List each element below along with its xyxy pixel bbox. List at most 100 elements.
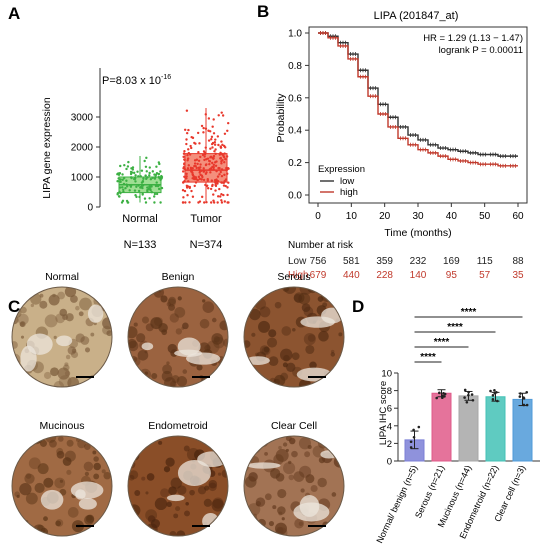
panel-a-point (148, 174, 151, 177)
ihc-stain-spot (259, 306, 271, 318)
panel-a-point (183, 158, 186, 161)
panel-a-point (126, 165, 130, 168)
ihc-stain-spot (208, 479, 218, 489)
panel-d-point (495, 390, 498, 394)
ihc-stain-spot (251, 332, 256, 337)
panel-a-point (215, 178, 218, 181)
ihc-stain-spot (261, 527, 271, 536)
ihc-stain-spot (83, 436, 89, 442)
ihc-stain-spot (304, 451, 311, 458)
ihc-stain-spot (65, 313, 74, 322)
ihc-stain-spot (92, 377, 97, 383)
panel-a-point (189, 166, 193, 170)
panel-b-legend-label: high (340, 187, 358, 198)
ihc-stain-spot (27, 528, 38, 536)
ihc-stain-spot (166, 361, 170, 365)
panel-a-point (121, 186, 124, 189)
ihc-stain-spot (25, 473, 32, 479)
panel-a-point (186, 167, 190, 170)
panel-letter-d: D (352, 297, 364, 316)
ihc-image-border (243, 435, 345, 537)
ihc-stain-spot (177, 296, 182, 301)
panel-a-point (141, 193, 144, 196)
ihc-image-normal: Normal (11, 271, 113, 388)
ihc-stain-spot (247, 287, 259, 300)
panel-a-point (144, 201, 148, 204)
ihc-image-endometroid: Endometroid (127, 420, 229, 537)
ihc-stain-spot (20, 306, 27, 314)
ihc-stain-spot (333, 384, 337, 387)
panel-d-point (471, 398, 475, 402)
ihc-stain-spot (283, 354, 290, 362)
ihc-stain-spot (52, 293, 56, 298)
panel-d-point (489, 389, 492, 393)
ihc-stain-spot (253, 287, 261, 294)
ihc-stain-spot (54, 477, 66, 489)
panel-b-xtick-label: 30 (412, 211, 424, 222)
ihc-stain-spot (154, 436, 161, 439)
panel-a-point (154, 175, 157, 179)
ihc-lumen (177, 460, 211, 486)
panel-a-point (146, 176, 149, 179)
ihc-stain-spot (166, 501, 172, 508)
ihc-stain-spot (93, 456, 99, 462)
panel-b-ylabel: Probability (275, 93, 287, 143)
panel-a-point (211, 125, 214, 128)
panel-b-xlabel: Time (months) (384, 227, 451, 239)
panel-b-risk-value: 359 (376, 256, 393, 267)
panel-a-point (223, 179, 226, 183)
panel-a-point (183, 175, 186, 178)
ihc-stain-spot (336, 436, 344, 445)
ihc-stain-spot (214, 524, 221, 530)
panel-a-point (188, 185, 191, 189)
panel-b-xtick-label: 50 (479, 211, 491, 222)
panel-a-point (158, 162, 161, 166)
panel-a-point (212, 132, 216, 135)
panel-a-point (197, 159, 201, 162)
panel-a-point (186, 194, 189, 197)
panel-a-point (222, 155, 226, 159)
panel-a-point (220, 181, 224, 184)
panel-a-point (223, 132, 227, 135)
panel-a-group-n: N=374 (190, 239, 223, 251)
ihc-stain-spot (283, 462, 296, 475)
panel-a-point (219, 146, 223, 149)
panel-a-point (199, 173, 202, 176)
panel-d-ytick-label: 2 (387, 439, 392, 450)
panel-a-point (185, 109, 189, 112)
ihc-stain-spot (278, 445, 282, 450)
ihc-stain-spot (39, 439, 48, 447)
panel-a-point (210, 135, 214, 139)
ihc-stain-spot (43, 516, 48, 522)
panel-a-point (227, 201, 230, 204)
panel-d-point (438, 391, 441, 395)
panel-a-ytick-label: 2000 (71, 143, 94, 154)
panel-a-point (203, 155, 206, 158)
ihc-stain-spot (98, 291, 109, 303)
ihc-stain-spot (154, 317, 163, 327)
panel-a-point (218, 187, 221, 191)
panel-a-point (204, 146, 207, 149)
ihc-stain-spot (24, 473, 35, 484)
ihc-stain-spot (294, 518, 304, 529)
ihc-stain-spot (277, 506, 286, 515)
ihc-stain-spot (285, 448, 289, 452)
ihc-stain-spot (53, 381, 65, 387)
panel-a-point (191, 136, 195, 140)
ihc-stain-spot (161, 329, 168, 336)
panel-a-point (202, 126, 205, 130)
ihc-stain-spot (286, 362, 296, 373)
ihc-stain-spot (332, 437, 339, 444)
ihc-stain-spot (128, 474, 135, 481)
panel-a-point (220, 174, 224, 178)
ihc-stain-spot (101, 469, 106, 474)
panel-a-point (122, 177, 126, 180)
panel-a-point (220, 199, 223, 202)
ihc-stain-spot (335, 303, 344, 312)
panel-a-point (116, 172, 119, 176)
ihc-stain-spot (274, 301, 282, 309)
ihc-stain-spot (12, 436, 25, 449)
panel-a-point (183, 189, 187, 193)
ihc-stain-spot (275, 473, 285, 482)
panel-a-point (148, 171, 151, 175)
